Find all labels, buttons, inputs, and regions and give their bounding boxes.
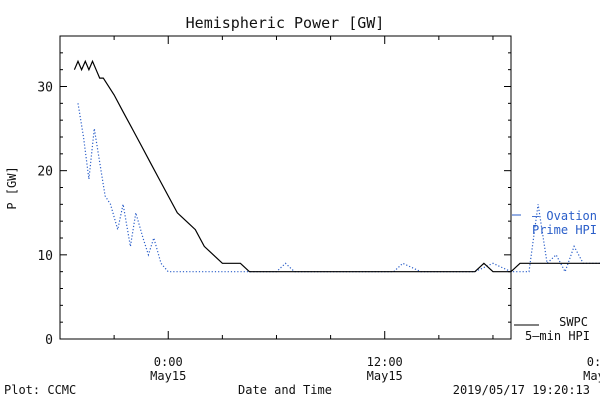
x-tick-date-label: May15 xyxy=(150,369,186,383)
y-tick-label: 20 xyxy=(37,165,53,180)
legend-ovation-line2: Prime HPI xyxy=(532,223,597,237)
x-tick-date-label: May15 xyxy=(367,369,403,383)
x-tick-date-label: May16 xyxy=(583,369,600,383)
plot-frame xyxy=(59,35,512,340)
legend: – Ovation Prime HPI SWPC 5–min HPI xyxy=(512,209,597,343)
series-layer xyxy=(73,59,600,274)
swpc-hpi-line xyxy=(73,59,600,273)
x-tick-time-label: 0:00 xyxy=(154,355,183,369)
y-tick-label: 10 xyxy=(37,249,53,264)
footer-plot-credit: Plot: CCMC xyxy=(4,383,76,397)
ovation-prime-hpi-line xyxy=(77,103,600,274)
x-tick-time-label: 12:00 xyxy=(367,355,403,369)
y-tick-label: 30 xyxy=(37,81,53,96)
x-axis-ticks: 0:00May1512:00May150:00May1612:00May160:… xyxy=(59,36,600,383)
y-tick-label: 0 xyxy=(45,333,53,348)
y-axis-ticks: 0 10 20 30 xyxy=(37,52,511,348)
legend-swpc-line1: SWPC xyxy=(559,315,588,329)
legend-swpc-line2: 5–min HPI xyxy=(525,329,590,343)
chart-title: Hemispheric Power [GW] xyxy=(186,14,385,32)
footer-timestamp: 2019/05/17 19:20:13 xyxy=(453,383,590,397)
legend-ovation-line1: – Ovation xyxy=(532,209,597,223)
y-axis-label: P [GW] xyxy=(5,166,19,209)
x-tick-time-label: 0:00 xyxy=(587,355,600,369)
x-axis-label: Date and Time xyxy=(238,383,332,397)
